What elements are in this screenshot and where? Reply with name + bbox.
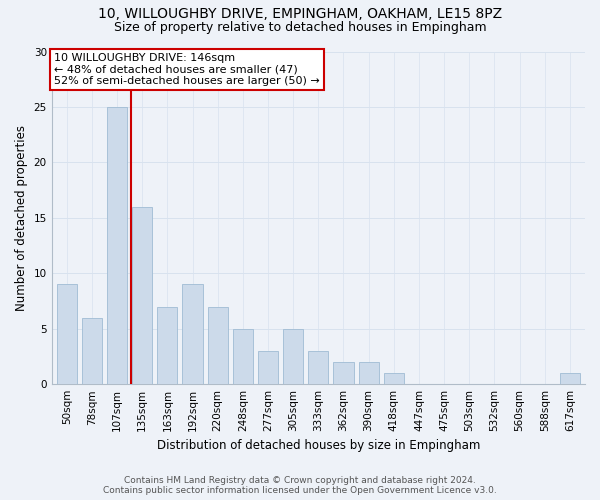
Text: Size of property relative to detached houses in Empingham: Size of property relative to detached ho… bbox=[113, 22, 487, 35]
Bar bbox=[208, 306, 228, 384]
Bar bbox=[157, 306, 178, 384]
Bar bbox=[182, 284, 203, 384]
Bar bbox=[132, 207, 152, 384]
Bar bbox=[56, 284, 77, 384]
Bar bbox=[384, 373, 404, 384]
Text: Contains HM Land Registry data © Crown copyright and database right 2024.
Contai: Contains HM Land Registry data © Crown c… bbox=[103, 476, 497, 495]
Bar bbox=[258, 351, 278, 384]
Bar bbox=[233, 328, 253, 384]
Bar bbox=[560, 373, 580, 384]
Bar bbox=[334, 362, 353, 384]
Bar bbox=[359, 362, 379, 384]
Bar bbox=[308, 351, 328, 384]
Text: 10, WILLOUGHBY DRIVE, EMPINGHAM, OAKHAM, LE15 8PZ: 10, WILLOUGHBY DRIVE, EMPINGHAM, OAKHAM,… bbox=[98, 8, 502, 22]
Bar bbox=[283, 328, 303, 384]
Bar bbox=[82, 318, 102, 384]
X-axis label: Distribution of detached houses by size in Empingham: Distribution of detached houses by size … bbox=[157, 440, 480, 452]
Text: 10 WILLOUGHBY DRIVE: 146sqm
← 48% of detached houses are smaller (47)
52% of sem: 10 WILLOUGHBY DRIVE: 146sqm ← 48% of det… bbox=[55, 53, 320, 86]
Y-axis label: Number of detached properties: Number of detached properties bbox=[15, 125, 28, 311]
Bar bbox=[107, 107, 127, 384]
